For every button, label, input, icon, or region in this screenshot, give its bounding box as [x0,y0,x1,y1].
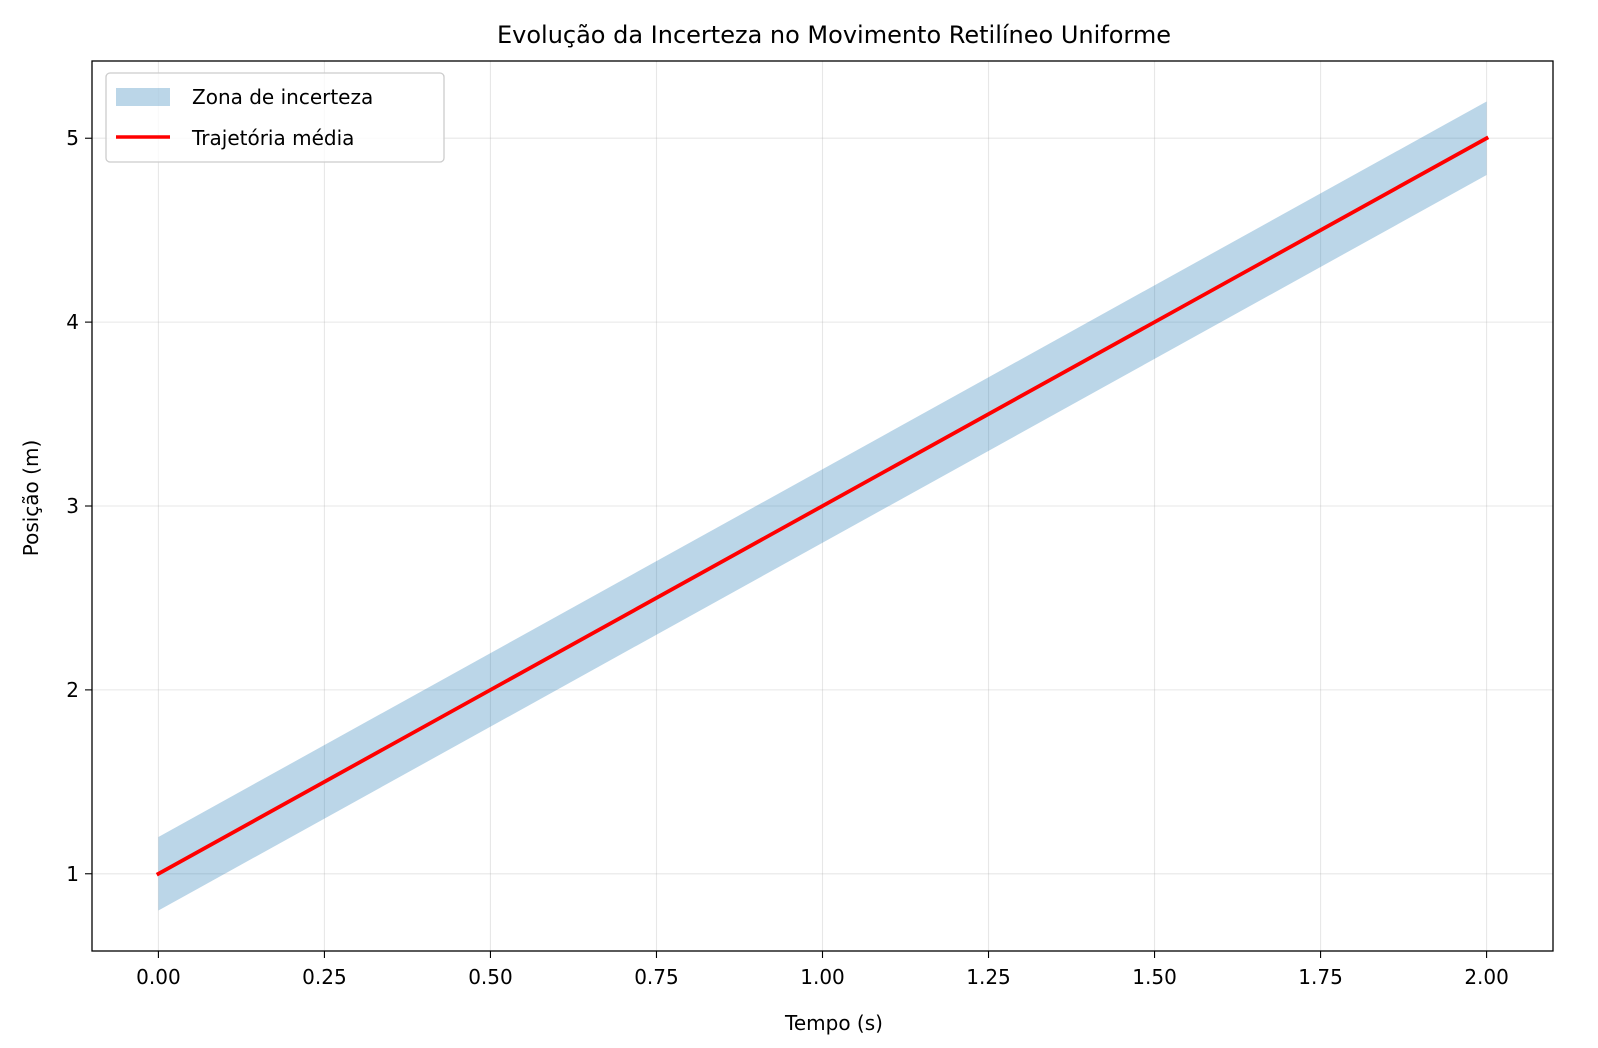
y-axis-ticks: 1 2 3 4 5 [66,126,92,886]
y-tick-label: 4 [66,310,79,334]
legend-label-line: Trajetória média [191,126,354,150]
legend-box [105,72,445,163]
y-axis-label: Posição (m) [19,440,43,557]
x-tick-label: 0.00 [136,965,181,989]
grid [92,61,1553,951]
x-axis-ticks: 0.00 0.25 0.50 0.75 1.00 1.25 1.50 1.75 2.00 [136,951,1509,989]
y-tick-label: 5 [66,126,79,150]
chart-title: Evolução da Incerteza no Movimento Retil… [497,21,1171,49]
x-axis-label: Tempo (s) [784,1011,883,1035]
y-tick-label: 2 [66,678,79,702]
y-tick-label: 3 [66,494,79,518]
y-tick-label: 1 [66,862,79,886]
x-tick-label: 1.00 [800,965,845,989]
x-tick-label: 2.00 [1464,965,1509,989]
x-tick-label: 0.50 [468,965,513,989]
x-tick-label: 1.75 [1298,965,1343,989]
legend-band-swatch [116,88,170,106]
legend-label-band: Zona de incerteza [192,85,373,109]
x-tick-label: 0.75 [634,965,679,989]
mean-trajectory-layer [155,135,1490,877]
legend: Zona de incerteza Trajetória média [105,72,445,163]
x-tick-label: 1.25 [966,965,1011,989]
x-tick-label: 0.25 [302,965,347,989]
x-tick-label: 1.50 [1132,965,1177,989]
mean-trajectory-line [155,135,1490,877]
